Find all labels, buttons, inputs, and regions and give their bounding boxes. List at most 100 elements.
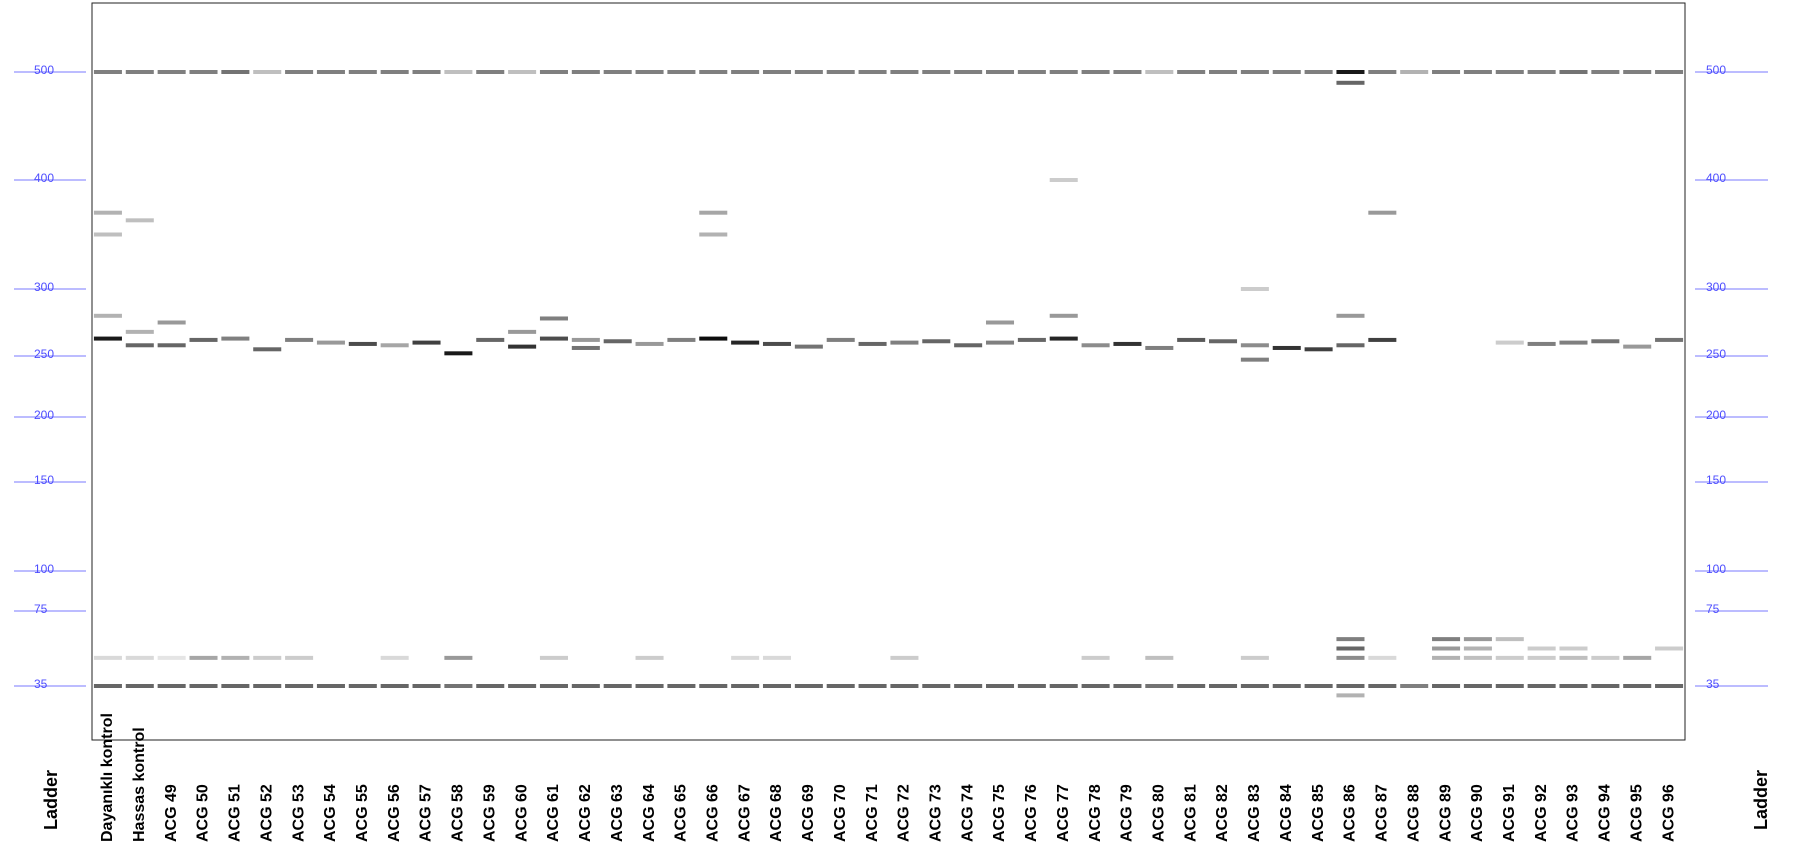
- lane-label: ACG 84: [1278, 784, 1295, 842]
- band: [636, 684, 664, 688]
- ladder-tick-label: 150: [1706, 473, 1726, 487]
- band: [699, 211, 727, 215]
- band: [731, 341, 759, 345]
- lane-label: ACG 83: [1246, 784, 1263, 842]
- lane-label: ACG 49: [163, 784, 180, 842]
- band: [922, 339, 950, 343]
- band: [1145, 346, 1173, 350]
- ladder-tick-label: 35: [1706, 677, 1720, 691]
- lane-label: ACG 63: [609, 784, 626, 842]
- band: [890, 684, 918, 688]
- lane-label: ACG 59: [481, 784, 498, 842]
- band: [1368, 684, 1396, 688]
- band: [1655, 338, 1683, 342]
- band: [540, 684, 568, 688]
- band: [1464, 637, 1492, 641]
- band: [1050, 178, 1078, 182]
- lane-label: ACG 65: [673, 784, 690, 842]
- band: [1496, 341, 1524, 345]
- band: [1241, 287, 1269, 291]
- band: [954, 343, 982, 347]
- lane-label: ACG 79: [1119, 784, 1136, 842]
- lane-label: ACG 78: [1087, 784, 1104, 842]
- band: [1273, 346, 1301, 350]
- lane-label: ACG 53: [290, 784, 307, 842]
- ladder-tick-label: 250: [1706, 347, 1726, 361]
- band: [158, 656, 186, 660]
- band: [699, 233, 727, 237]
- band: [1432, 684, 1460, 688]
- ladder-tick-label: 400: [1706, 171, 1726, 185]
- ladder-label: Ladder: [41, 770, 61, 830]
- band: [285, 338, 313, 342]
- band: [572, 338, 600, 342]
- band: [94, 314, 122, 318]
- band: [1496, 684, 1524, 688]
- lane-label: ACG 96: [1660, 784, 1677, 842]
- lane-label: ACG 95: [1628, 784, 1645, 842]
- band: [126, 343, 154, 347]
- lane-label: ACG 68: [768, 784, 785, 842]
- band: [636, 656, 664, 660]
- band: [317, 70, 345, 74]
- lane-label: ACG 50: [195, 784, 212, 842]
- band: [986, 321, 1014, 325]
- band: [763, 684, 791, 688]
- band: [317, 341, 345, 345]
- band: [253, 656, 281, 660]
- band: [699, 684, 727, 688]
- band: [94, 70, 122, 74]
- band: [126, 330, 154, 334]
- band: [1528, 684, 1556, 688]
- band: [667, 338, 695, 342]
- band: [221, 656, 249, 660]
- band: [1336, 343, 1364, 347]
- band: [1559, 656, 1587, 660]
- band: [1336, 656, 1364, 660]
- lane-label: ACG 90: [1469, 784, 1486, 842]
- band: [189, 656, 217, 660]
- band: [572, 684, 600, 688]
- lane-label: ACG 81: [1182, 784, 1199, 842]
- band: [508, 330, 536, 334]
- band: [158, 684, 186, 688]
- lane-label: ACG 55: [354, 784, 371, 842]
- band: [1050, 70, 1078, 74]
- ladder-tick-label: 500: [34, 63, 54, 77]
- band: [1336, 693, 1364, 697]
- band: [1400, 70, 1428, 74]
- ladder-tick-label: 500: [1706, 63, 1726, 77]
- ladder-tick-label: 100: [1706, 562, 1726, 576]
- lane-label: ACG 67: [736, 784, 753, 842]
- band: [1591, 70, 1619, 74]
- band: [1368, 338, 1396, 342]
- band: [1082, 70, 1110, 74]
- band: [476, 684, 504, 688]
- band: [158, 321, 186, 325]
- band: [1368, 211, 1396, 215]
- band: [1305, 70, 1333, 74]
- band: [540, 316, 568, 320]
- band: [1528, 342, 1556, 346]
- band: [1336, 684, 1364, 688]
- ladder-tick-label: 100: [34, 562, 54, 576]
- band: [604, 70, 632, 74]
- lane-label: Hassas kontrol: [131, 727, 148, 842]
- band: [731, 70, 759, 74]
- band: [1655, 684, 1683, 688]
- band: [763, 70, 791, 74]
- band: [476, 338, 504, 342]
- band: [1177, 338, 1205, 342]
- band: [890, 70, 918, 74]
- band: [1528, 656, 1556, 660]
- band: [954, 70, 982, 74]
- band: [986, 684, 1014, 688]
- band: [699, 70, 727, 74]
- band: [189, 684, 217, 688]
- band: [890, 656, 918, 660]
- band: [986, 341, 1014, 345]
- band: [508, 684, 536, 688]
- band: [1018, 684, 1046, 688]
- band: [253, 347, 281, 351]
- band: [1623, 70, 1651, 74]
